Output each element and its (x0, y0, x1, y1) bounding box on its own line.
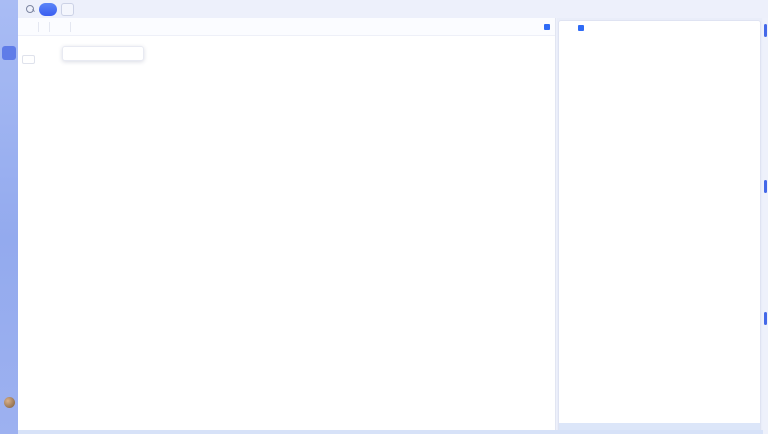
help-icon[interactable] (2, 414, 16, 428)
price-chart-canvas[interactable] (18, 50, 556, 434)
layout-grid-icon[interactable] (61, 2, 74, 16)
panel-scrollbar[interactable] (763, 18, 768, 434)
monitor-nav-icon[interactable] (2, 46, 16, 60)
menu-icon[interactable] (2, 26, 16, 40)
bottom-strip (18, 430, 763, 434)
avatar[interactable] (3, 397, 15, 408)
chart-stage[interactable] (18, 46, 556, 434)
panel-indicator[interactable] (544, 23, 550, 30)
chart-region (18, 18, 556, 434)
chart-legend (22, 52, 35, 64)
scrollbar-thumb[interactable] (764, 312, 767, 325)
watchlist-panel (557, 18, 762, 434)
search-icon[interactable] (26, 4, 35, 14)
chart-toolbar (18, 18, 555, 36)
panel-indicator[interactable] (578, 25, 584, 31)
education-icon[interactable] (2, 377, 16, 391)
scrollbar-thumb[interactable] (764, 180, 767, 193)
theme-etfs-card (558, 20, 761, 434)
workspace-selector[interactable] (39, 2, 57, 16)
favorites-icon[interactable] (2, 86, 16, 100)
app-logo-icon[interactable] (2, 6, 16, 20)
left-sidebar (0, 0, 18, 434)
scrollbar-thumb[interactable] (764, 24, 767, 37)
feed-icon[interactable] (2, 66, 16, 80)
drawing-toolbar (62, 46, 144, 61)
volume-legend (22, 359, 28, 366)
collapse-legend-button[interactable] (22, 55, 35, 64)
top-bar (18, 0, 768, 18)
theme-results-footer (559, 423, 760, 433)
